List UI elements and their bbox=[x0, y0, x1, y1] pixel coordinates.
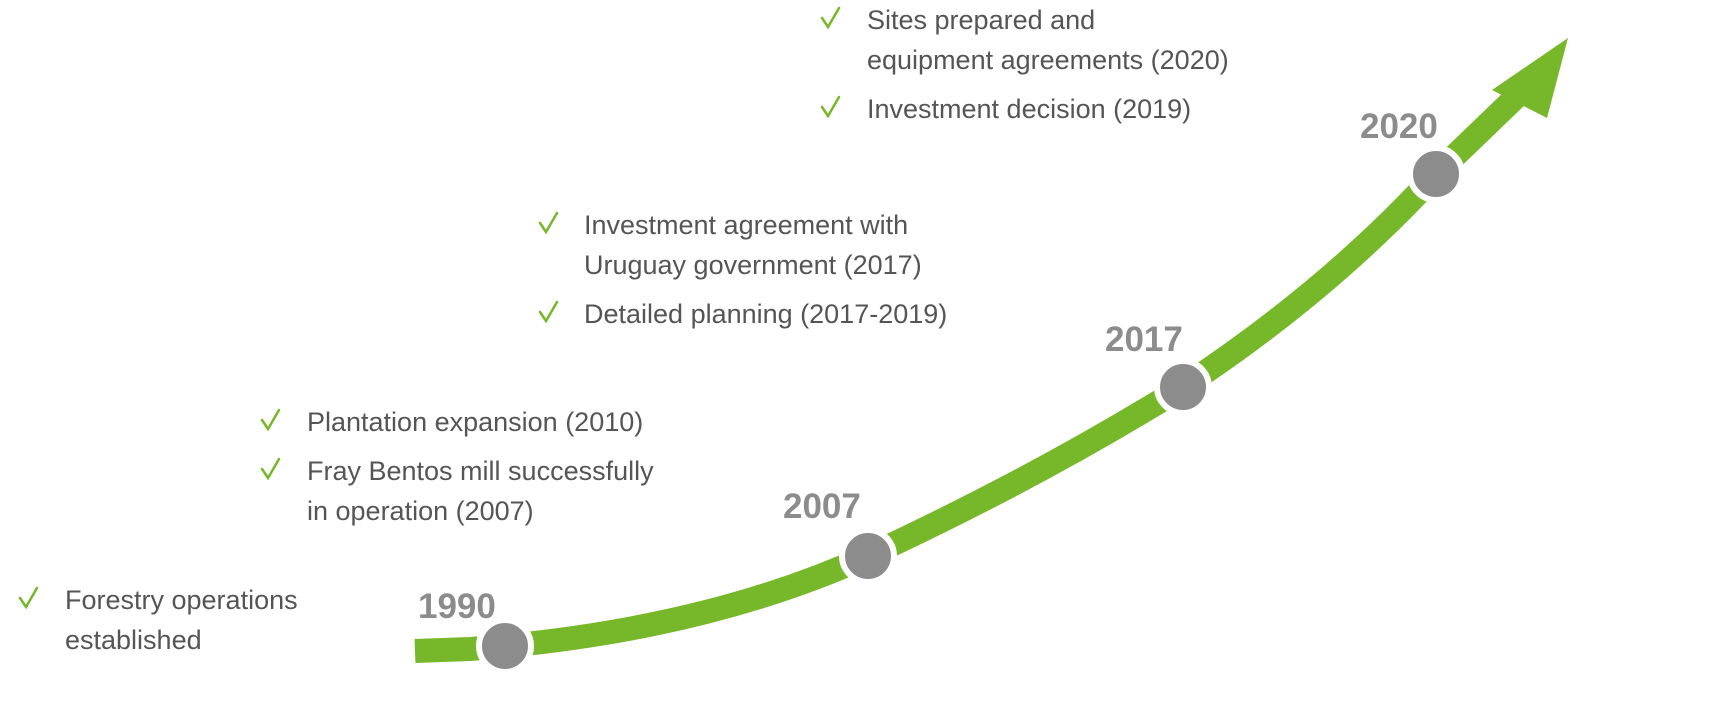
milestone-year: 2020 bbox=[1360, 107, 1438, 146]
check-icon bbox=[820, 6, 841, 30]
item-text: established bbox=[65, 625, 202, 655]
item-text: Fray Bentos mill successfully bbox=[307, 456, 654, 486]
timeline-curve bbox=[414, 86, 1527, 663]
check-icon bbox=[260, 457, 281, 481]
item-text: Uruguay government (2017) bbox=[584, 250, 922, 280]
check-icon bbox=[538, 211, 559, 235]
item-text: Investment decision (2019) bbox=[867, 94, 1191, 124]
item-text: Plantation expansion (2010) bbox=[307, 407, 643, 437]
milestone-year: 1990 bbox=[418, 587, 496, 626]
arrow-head bbox=[1492, 38, 1568, 118]
milestone-node bbox=[839, 527, 897, 585]
milestone-year: 2017 bbox=[1105, 320, 1183, 359]
check-icon bbox=[260, 408, 281, 432]
milestone-node bbox=[1154, 358, 1212, 416]
item-text: in operation (2007) bbox=[307, 496, 534, 526]
item-text: Sites prepared and bbox=[867, 5, 1095, 35]
check-icon bbox=[820, 95, 841, 119]
check-icon bbox=[538, 300, 559, 324]
item-text: Investment agreement with bbox=[584, 210, 908, 240]
item-text: Detailed planning (2017-2019) bbox=[584, 299, 947, 329]
item-text: Forestry operations bbox=[65, 585, 298, 615]
milestone-node bbox=[1407, 145, 1465, 203]
milestone-node bbox=[476, 617, 534, 675]
check-icon bbox=[18, 586, 39, 610]
milestone-year: 2007 bbox=[783, 487, 861, 526]
item-text: equipment agreements (2020) bbox=[867, 45, 1229, 75]
